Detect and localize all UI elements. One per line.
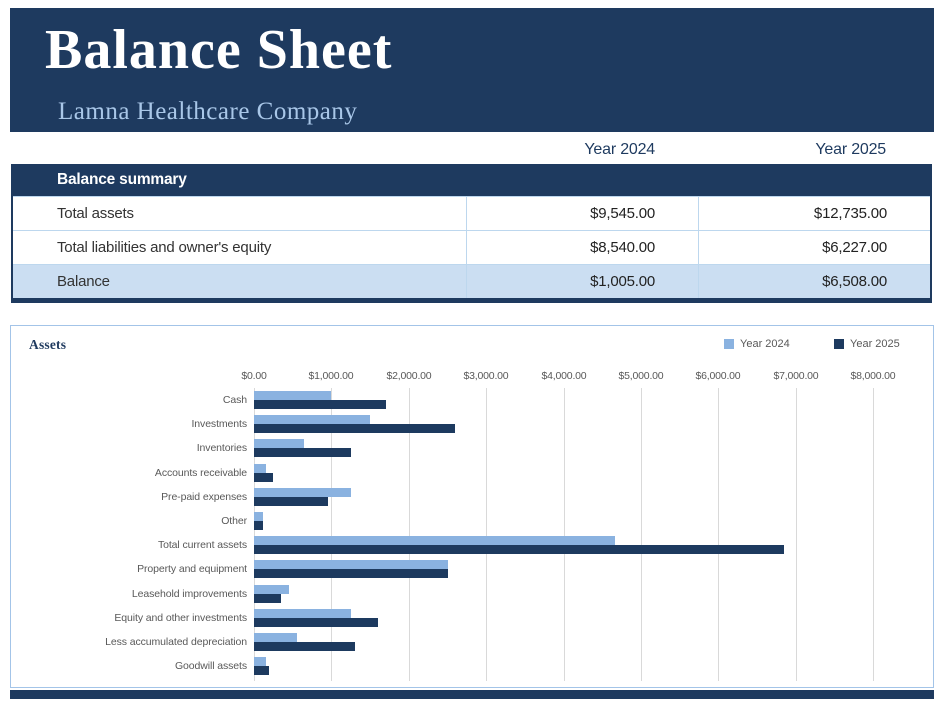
legend-swatch-year-2025 bbox=[834, 339, 844, 349]
bar-year-2024-other bbox=[254, 512, 263, 521]
gridline bbox=[409, 388, 410, 681]
value-cell-year-2025: $12,735.00 bbox=[698, 197, 930, 230]
x-axis-tick: $1,000.00 bbox=[308, 370, 354, 382]
category-label-investments: Investments bbox=[191, 418, 247, 430]
bar-year-2024-pre-paid-expenses bbox=[254, 488, 351, 497]
row-label: Total liabilities and owner's equity bbox=[57, 239, 272, 256]
gridline bbox=[641, 388, 642, 681]
category-label-total-current-assets: Total current assets bbox=[157, 539, 247, 551]
gridline bbox=[873, 388, 874, 681]
value-cell-year-2024: $9,545.00 bbox=[466, 197, 698, 230]
gridline bbox=[564, 388, 565, 681]
legend-label: Year 2025 bbox=[850, 338, 900, 350]
category-label-less-accumulated-depreciation: Less accumulated depreciation bbox=[105, 636, 247, 648]
bar-year-2024-cash bbox=[254, 391, 331, 400]
bar-year-2024-inventories bbox=[254, 439, 304, 448]
legend-swatch-year-2024 bbox=[724, 339, 734, 349]
bar-year-2024-property-and-equipment bbox=[254, 560, 448, 569]
table-row-total-assets: Total assets $9,545.00 $12,735.00 bbox=[13, 196, 930, 230]
x-axis-tick: $2,000.00 bbox=[386, 370, 432, 382]
bar-year-2024-less-accumulated-depreciation bbox=[254, 633, 297, 642]
bar-year-2025-investments bbox=[254, 424, 455, 433]
bar-year-2025-inventories bbox=[254, 448, 351, 457]
table-row-total-liabilities: Total liabilities and owner's equity $8,… bbox=[13, 230, 930, 264]
footer-accent-bar bbox=[10, 690, 934, 699]
bar-year-2024-leasehold-improvements bbox=[254, 585, 289, 594]
legend-item-year-2024: Year 2024 bbox=[724, 338, 790, 350]
category-label-equity-and-other-investments: Equity and other investments bbox=[114, 612, 247, 624]
bar-year-2024-equity-and-other-investments bbox=[254, 609, 351, 618]
column-header-year-2025: Year 2025 bbox=[815, 141, 886, 158]
value-cell-year-2024: $8,540.00 bbox=[466, 231, 698, 264]
value-cell-year-2024: $1,005.00 bbox=[466, 265, 698, 298]
bar-year-2024-accounts-receivable bbox=[254, 464, 266, 473]
balance-summary-table: Balance summary Total assets $9,545.00 $… bbox=[11, 164, 932, 303]
category-label-goodwill-assets: Goodwill assets bbox=[174, 660, 247, 672]
row-label: Total assets bbox=[57, 205, 134, 222]
legend-label: Year 2024 bbox=[740, 338, 790, 350]
bar-year-2025-pre-paid-expenses bbox=[254, 497, 328, 506]
bar-year-2024-goodwill-assets bbox=[254, 657, 266, 666]
gridline bbox=[486, 388, 487, 681]
bar-year-2025-equity-and-other-investments bbox=[254, 618, 378, 627]
bar-year-2025-other bbox=[254, 521, 263, 530]
category-label-inventories: Inventories bbox=[196, 442, 247, 454]
x-axis-tick: $7,000.00 bbox=[773, 370, 819, 382]
x-axis-tick: $8,000.00 bbox=[850, 370, 896, 382]
category-label-accounts-receivable: Accounts receivable bbox=[154, 467, 247, 479]
x-axis-tick: $3,000.00 bbox=[463, 370, 509, 382]
bar-year-2025-accounts-receivable bbox=[254, 473, 273, 482]
page-header: Balance Sheet Lamna Healthcare Company bbox=[10, 8, 934, 132]
x-axis-tick: $0.00 bbox=[241, 370, 267, 382]
chart-title: Assets bbox=[29, 337, 67, 352]
category-label-leasehold-improvements: Leasehold improvements bbox=[131, 588, 247, 600]
bar-year-2025-property-and-equipment bbox=[254, 569, 448, 578]
x-axis-tick: $4,000.00 bbox=[541, 370, 587, 382]
x-axis-tick: $6,000.00 bbox=[695, 370, 741, 382]
bar-year-2024-total-current-assets bbox=[254, 536, 615, 545]
table-row-balance: Balance $1,005.00 $6,508.00 bbox=[13, 264, 930, 298]
company-name: Lamna Healthcare Company bbox=[58, 98, 358, 125]
bar-year-2024-investments bbox=[254, 415, 370, 424]
value-cell-year-2025: $6,227.00 bbox=[698, 231, 930, 264]
row-label: Balance bbox=[57, 273, 110, 290]
bar-year-2025-total-current-assets bbox=[254, 545, 784, 554]
page-title: Balance Sheet bbox=[45, 19, 393, 81]
bar-year-2025-cash bbox=[254, 400, 386, 409]
category-label-other: Other bbox=[221, 515, 247, 527]
category-label-property-and-equipment: Property and equipment bbox=[137, 563, 247, 575]
gridline bbox=[254, 388, 255, 681]
gridline bbox=[796, 388, 797, 681]
column-header-year-2024: Year 2024 bbox=[584, 141, 655, 158]
legend-item-year-2025: Year 2025 bbox=[834, 338, 900, 350]
assets-chart-card: Assets Year 2024 Year 2025 $0.00 $1,000.0… bbox=[10, 325, 934, 688]
table-section-header: Balance summary bbox=[13, 164, 930, 196]
bar-year-2025-goodwill-assets bbox=[254, 666, 269, 675]
value-cell-year-2025: $6,508.00 bbox=[698, 265, 930, 298]
gridline bbox=[331, 388, 332, 681]
category-label-cash: Cash bbox=[222, 394, 247, 406]
category-label-pre-paid-expenses: Pre-paid expenses bbox=[161, 491, 247, 503]
bar-year-2025-less-accumulated-depreciation bbox=[254, 642, 355, 651]
x-axis-tick: $5,000.00 bbox=[618, 370, 664, 382]
gridline bbox=[718, 388, 719, 681]
bar-year-2025-leasehold-improvements bbox=[254, 594, 281, 603]
